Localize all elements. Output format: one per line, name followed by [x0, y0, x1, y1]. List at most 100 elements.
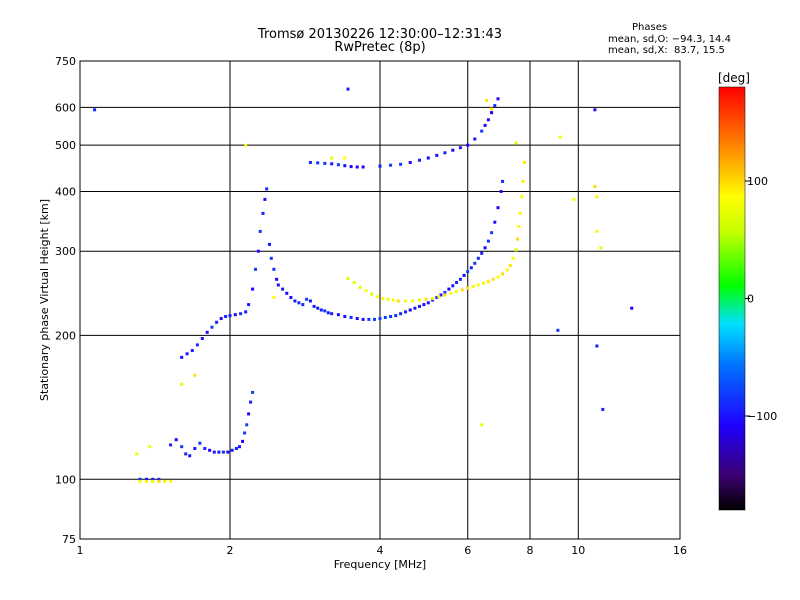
x-tick-label: 10: [571, 544, 585, 557]
data-point-o: [469, 266, 473, 270]
x-tick-label: 4: [377, 544, 384, 557]
data-point-o: [169, 443, 173, 447]
data-point-x: [476, 283, 480, 287]
colorbar: [718, 86, 746, 511]
data-point-o: [221, 450, 225, 454]
data-point-o: [200, 337, 204, 340]
y-tick-label: 100: [55, 473, 76, 486]
data-point-x: [437, 295, 441, 299]
data-point-o: [208, 448, 212, 452]
chart-title: Tromsø 20130226 12:30:00–12:31:43: [257, 27, 503, 42]
data-point-o: [486, 118, 490, 122]
data-point-x: [516, 237, 519, 241]
data-point-o: [323, 309, 327, 313]
data-point-o: [476, 256, 480, 260]
data-point-o: [265, 187, 269, 191]
colorbar-tick-label: 100: [747, 175, 768, 188]
data-point-o: [193, 447, 197, 450]
y-tick-label: 500: [55, 139, 76, 152]
data-point-o: [285, 291, 289, 295]
data-point-x: [480, 423, 484, 427]
data-point-o: [373, 317, 376, 321]
data-point-x: [508, 264, 512, 267]
data-point-x: [523, 161, 526, 164]
data-point-o: [473, 261, 477, 265]
stats-x-mode: mean, sd,X: 83.7, 15.5: [608, 45, 725, 56]
data-point-o: [349, 165, 353, 169]
data-point-o: [383, 316, 387, 319]
data-point-x: [517, 225, 521, 228]
data-point-o: [258, 229, 262, 233]
data-point-x: [381, 296, 385, 300]
data-point-o: [239, 312, 243, 316]
x-tick-label: 16: [673, 544, 687, 557]
data-point-x: [135, 452, 139, 456]
data-point-o: [305, 297, 309, 301]
x-tick-label: 6: [464, 544, 471, 557]
data-point-o: [435, 153, 439, 157]
data-point-o: [480, 251, 484, 255]
data-point-o: [215, 320, 219, 324]
data-point-x: [511, 256, 515, 260]
data-point-o: [493, 104, 497, 108]
y-tick-label: 400: [55, 185, 76, 198]
data-point-x: [193, 373, 197, 377]
data-point-o: [247, 412, 251, 416]
data-point-x: [485, 99, 489, 102]
x-axis-label: Frequency [MHz]: [334, 558, 426, 571]
data-point-o: [330, 312, 334, 316]
data-point-o: [447, 287, 451, 291]
data-point-o: [426, 156, 430, 160]
data-point-x: [346, 277, 350, 280]
data-point-o: [184, 452, 188, 456]
data-point-x: [244, 143, 248, 147]
data-point-o: [483, 123, 487, 127]
data-point-x: [272, 296, 276, 299]
data-point-o: [630, 306, 634, 310]
chart-subtitle: RwPretec (8p): [334, 40, 426, 55]
data-point-o: [210, 325, 214, 329]
data-point-o: [466, 143, 470, 147]
data-point-o: [174, 438, 178, 442]
data-point-x: [364, 289, 368, 293]
data-point-x: [490, 107, 494, 111]
data-point-o: [238, 445, 241, 449]
data-point-o: [276, 283, 280, 287]
data-point-o: [601, 407, 605, 411]
y-tick-label: 200: [55, 329, 76, 342]
data-point-x: [501, 272, 505, 276]
data-point-x: [424, 297, 428, 301]
data-point-x: [169, 479, 173, 483]
data-point-o: [349, 316, 353, 319]
data-point-o: [247, 303, 251, 307]
data-point-o: [458, 277, 462, 281]
data-point-o: [93, 108, 97, 112]
data-point-o: [361, 165, 365, 169]
data-point-o: [330, 162, 334, 166]
data-point-o: [254, 267, 257, 271]
data-point-o: [217, 450, 221, 454]
data-point-o: [404, 310, 407, 314]
data-point-x: [595, 195, 599, 199]
data-point-o: [480, 129, 484, 133]
data-point-x: [375, 295, 379, 299]
data-point-x: [593, 184, 597, 188]
data-point-o: [268, 242, 271, 246]
plot-grid: [80, 61, 680, 539]
data-point-o: [361, 317, 365, 321]
data-point-o: [466, 270, 470, 274]
x-tick-label: 8: [527, 544, 534, 557]
data-point-o: [455, 281, 459, 284]
data-point-o: [378, 164, 382, 168]
data-point-o: [195, 343, 199, 347]
data-point-o: [473, 137, 477, 141]
data-point-o: [224, 315, 228, 318]
data-point-o: [138, 477, 142, 481]
x-tick-label: 1: [77, 544, 84, 557]
data-point-o: [230, 448, 234, 452]
data-point-o: [293, 299, 297, 303]
data-point-o: [422, 303, 426, 307]
data-point-o: [249, 400, 253, 404]
data-point-o: [185, 352, 189, 356]
data-point-o: [316, 306, 320, 310]
